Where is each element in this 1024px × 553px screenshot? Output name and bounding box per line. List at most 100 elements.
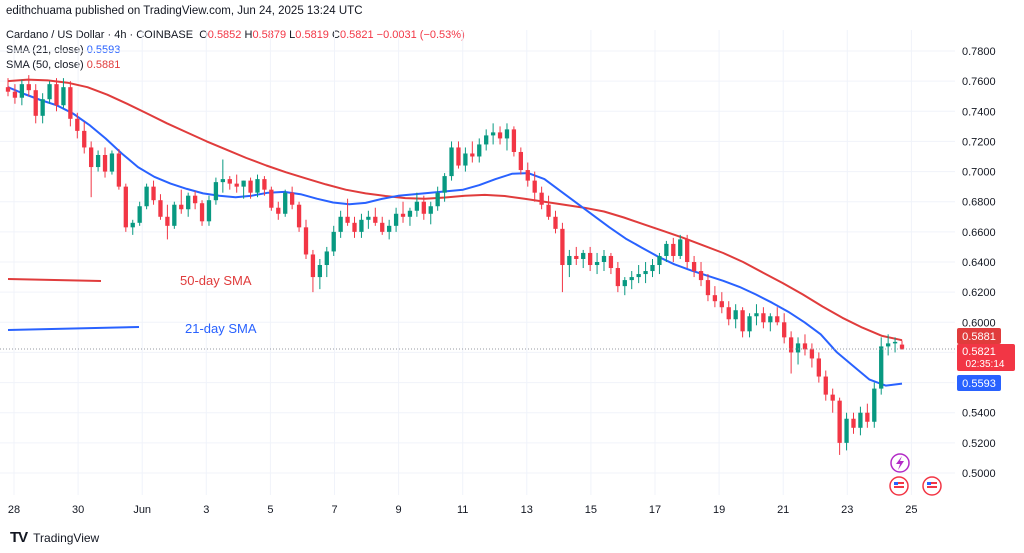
candle-body: [567, 255, 572, 266]
sma50-label[interactable]: SMA (50, close): [6, 59, 84, 71]
candle-body: [747, 316, 752, 332]
high-value: 0.5879: [252, 29, 287, 41]
candle-body: [601, 255, 607, 262]
candle-body: [768, 316, 773, 323]
candle-body: [546, 204, 551, 217]
y-tick-label: 0.7200: [962, 136, 996, 148]
candle-body: [248, 180, 253, 193]
y-tick-label: 0.5200: [962, 438, 996, 450]
tradingview-logo[interactable]: TV TradingView: [10, 529, 99, 546]
publisher-line: edithchuama published on TradingView.com…: [6, 5, 363, 17]
open-label: O: [199, 29, 208, 41]
candle-body: [123, 186, 128, 228]
candle-body: [851, 418, 856, 428]
candle-body: [109, 153, 115, 172]
sma50-price-tag: [957, 328, 1001, 344]
candle-body: [435, 192, 440, 207]
candle-body: [788, 337, 794, 353]
candle-body: [657, 255, 662, 266]
symbol-name[interactable]: Cardano / US Dollar · 4h · COINBASE: [6, 29, 194, 41]
x-tick-label: 21: [777, 504, 789, 516]
candle-body: [269, 189, 274, 208]
candle-body: [622, 280, 627, 287]
candle-body: [484, 135, 489, 145]
candle-body: [407, 210, 413, 217]
last-price-tag: [957, 344, 1015, 371]
x-tick-label: 15: [585, 504, 597, 516]
x-tick-label: 23: [841, 504, 853, 516]
candle-body: [234, 183, 239, 187]
candle-body: [421, 201, 426, 214]
candle-body: [782, 322, 787, 338]
candle-body: [33, 90, 38, 116]
sma50-price-tag-text: 0.5881: [962, 331, 996, 343]
x-tick-label: 7: [331, 504, 337, 516]
candle-body: [671, 243, 676, 256]
candle-body: [19, 84, 25, 98]
candle-body: [539, 192, 544, 205]
candle-body: [691, 262, 697, 272]
candle-body: [705, 280, 711, 296]
last-price-tag-text: 0.5821: [962, 346, 996, 358]
x-tick-label: Jun: [133, 504, 151, 516]
candle-body: [449, 147, 454, 177]
candle-body: [380, 222, 385, 232]
candle-body: [698, 271, 704, 281]
candle-body: [574, 255, 579, 259]
event-markers[interactable]: [889, 453, 942, 496]
candle-body: [809, 349, 815, 359]
candle-body: [172, 204, 177, 226]
candle-body: [615, 268, 621, 287]
open-value: 0.5852: [207, 29, 242, 41]
candle-body: [144, 186, 149, 207]
candle-body: [352, 222, 357, 232]
y-tick-label: 0.6000: [962, 317, 996, 329]
candle-body: [366, 216, 371, 220]
candle-body: [75, 118, 80, 131]
x-tick-label: 28: [8, 504, 20, 516]
candle-body: [470, 153, 475, 157]
y-tick-label: 0.6800: [962, 197, 996, 209]
candle-body: [477, 144, 482, 157]
candle-body: [220, 179, 225, 183]
candle-body: [102, 154, 108, 172]
x-tick-label: 9: [396, 504, 402, 516]
close-label: C: [332, 29, 340, 41]
candle-body: [823, 376, 828, 395]
candle-body: [303, 227, 309, 255]
x-tick-label: 13: [521, 504, 533, 516]
bar-countdown: 02:35:14: [966, 359, 1005, 370]
candle-body: [186, 195, 191, 210]
sma21-annotation-line: [7, 326, 140, 331]
candle-body: [373, 216, 378, 223]
candle-body: [179, 204, 184, 210]
candle-body: [276, 207, 281, 214]
y-tick-label: 0.7400: [962, 106, 996, 118]
sma21-label[interactable]: SMA (21, close): [6, 44, 84, 56]
legend-sma50-row[interactable]: SMA (50, close) 0.5881: [6, 58, 465, 73]
legend-sma21-row[interactable]: SMA (21, close) 0.5593: [6, 43, 465, 58]
candle-body: [899, 344, 905, 350]
y-tick-label: 0.5400: [962, 408, 996, 420]
candle-body: [324, 251, 329, 266]
candle-body: [733, 310, 738, 320]
candle-body: [199, 203, 205, 222]
candle-body: [463, 153, 468, 166]
candle-body: [165, 216, 170, 226]
candle-body: [837, 400, 842, 443]
price-axis[interactable]: 0.50000.52000.54000.56000.58000.60000.62…: [962, 46, 996, 480]
tradingview-logo-icon: TV: [10, 529, 28, 546]
candle-body: [719, 301, 724, 308]
candle-body: [532, 180, 537, 193]
candle-body: [61, 87, 66, 106]
candle-body: [206, 200, 212, 222]
x-tick-label: 25: [905, 504, 917, 516]
annotations: 50-day SMA 21-day SMA: [7, 273, 257, 336]
time-axis[interactable]: 28 30 Jun 3 5 7 9 11 13 15 17 19 21 23 25: [8, 504, 918, 516]
candle-body: [151, 186, 156, 201]
candle-body: [795, 343, 801, 353]
candle-body: [241, 180, 246, 187]
candle-body: [5, 87, 11, 92]
candle-body: [650, 265, 655, 272]
